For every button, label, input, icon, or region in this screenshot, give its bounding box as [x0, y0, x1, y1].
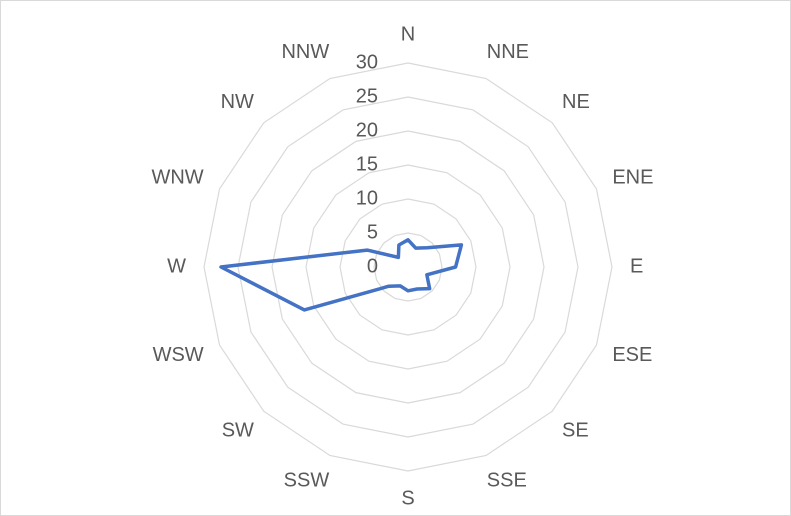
y-tick-label: 10	[356, 187, 378, 209]
category-label: N	[401, 23, 415, 45]
y-tick-label: 5	[367, 221, 378, 243]
grid-line	[339, 198, 477, 336]
series-line	[219, 238, 464, 312]
category-label: NNE	[487, 41, 529, 63]
grid-line	[373, 232, 443, 302]
y-tick-label: 20	[356, 119, 378, 141]
category-label: SW	[222, 419, 254, 441]
category-label: NNW	[281, 41, 329, 63]
y-tick-label: 25	[356, 85, 378, 107]
category-label: WNW	[151, 166, 203, 188]
category-label: W	[167, 255, 186, 277]
category-label: E	[630, 255, 643, 277]
y-tick-label: 0	[367, 255, 378, 277]
category-label: ENE	[612, 166, 653, 188]
grid-line	[203, 62, 613, 472]
category-label: SSE	[487, 470, 527, 492]
grid-line	[237, 96, 579, 438]
grid-line	[305, 164, 511, 370]
grid-line	[271, 130, 545, 404]
category-label: SE	[562, 419, 589, 441]
category-label: NW	[221, 91, 254, 113]
y-tick-label: 15	[356, 153, 378, 175]
category-label: NE	[562, 91, 590, 113]
category-label: SSW	[284, 470, 330, 492]
category-label: ESE	[612, 344, 652, 366]
category-label: S	[401, 487, 414, 509]
category-label: WSW	[153, 344, 204, 366]
y-tick-label: 30	[356, 51, 378, 73]
